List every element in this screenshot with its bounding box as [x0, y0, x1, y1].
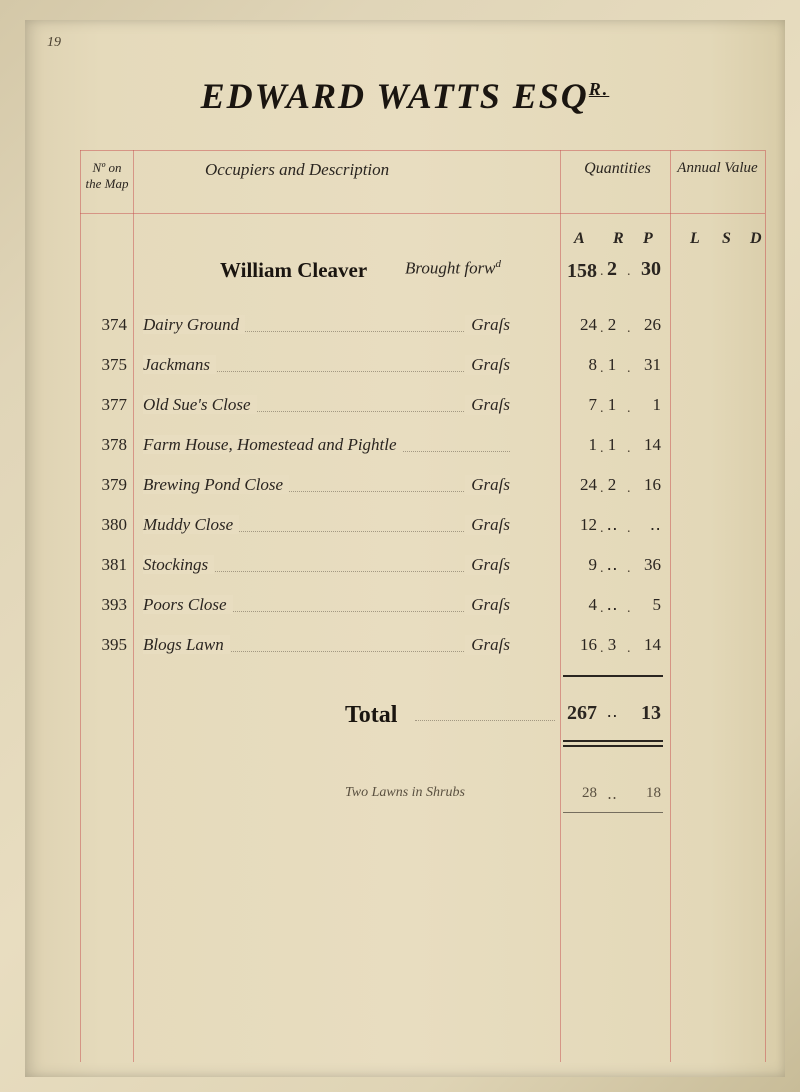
sum-rule — [563, 675, 663, 677]
unit-shillings: S — [722, 230, 731, 248]
qty-acres: 8 — [563, 355, 597, 375]
qty-perches: 16 — [627, 475, 661, 495]
land-type: Graſs — [465, 315, 510, 335]
header-occupiers: Occupiers and Description — [205, 160, 389, 180]
qty-perches: ‥ — [627, 515, 661, 535]
qty-roods: 2 — [602, 315, 622, 335]
table-row: 393Poors CloseGraſs4.‥.5 — [25, 595, 785, 635]
ledger-page: 19 EDWARD WATTS ESQR. Nº on the Map Occu… — [25, 20, 785, 1077]
unit-pounds: L — [690, 230, 700, 248]
total-perches: 13 — [627, 702, 661, 725]
header-annual-value: Annual Value — [675, 160, 760, 177]
total-label: Total — [345, 702, 397, 729]
total-roods: ‥ — [602, 702, 622, 722]
description: Dairy Ground — [143, 315, 245, 335]
brought-forward-sup: d — [496, 258, 502, 270]
description: Old Sue's Close — [143, 395, 257, 415]
qty-perches: 31 — [627, 355, 661, 375]
qty-perches: 36 — [627, 555, 661, 575]
description: Muddy Close — [143, 515, 239, 535]
page-number: 19 — [47, 35, 61, 51]
unit-acres: A — [574, 230, 585, 248]
qty-acres: 7 — [563, 395, 597, 415]
brought-forward-text: Brought forw — [405, 259, 496, 278]
qty-roods: 1 — [602, 355, 622, 375]
unit-perches: P — [643, 230, 653, 248]
page-title: EDWARD WATTS ESQR. — [25, 75, 785, 117]
table-row: 380Muddy CloseGraſs12.‥.‥ — [25, 515, 785, 555]
qty-roods: ‥ — [602, 555, 622, 575]
qty-perches: 14 — [627, 635, 661, 655]
bf-acres: 158 — [563, 260, 597, 283]
land-type: Graſs — [465, 355, 510, 375]
table-row: 381StockingsGraſs9.‥.36 — [25, 555, 785, 595]
table-row: 374Dairy GroundGraſs24.2.26 — [25, 315, 785, 355]
qty-acres: 12 — [563, 515, 597, 535]
header-map-number: Nº on the Map — [83, 160, 131, 191]
land-type: Graſs — [465, 635, 510, 655]
description: Stockings — [143, 555, 214, 575]
map-number: 395 — [87, 635, 127, 655]
land-type: Graſs — [465, 555, 510, 575]
double-rule — [563, 740, 663, 742]
qty-roods: 1 — [602, 435, 622, 455]
land-type: Graſs — [465, 395, 510, 415]
double-rule — [563, 745, 663, 747]
qty-acres: 1 — [563, 435, 597, 455]
unit-roods: R — [613, 230, 624, 248]
description: Jackmans — [143, 355, 216, 375]
map-number: 393 — [87, 595, 127, 615]
land-type: Graſs — [465, 475, 510, 495]
brought-forward-label: Brought forwd — [405, 258, 501, 279]
map-number: 379 — [87, 475, 127, 495]
note-text: Two Lawns in Shrubs — [345, 785, 465, 801]
rule-horizontal — [80, 150, 765, 151]
map-number: 374 — [87, 315, 127, 335]
note-rule — [563, 812, 663, 813]
title-superscript: R. — [589, 79, 610, 99]
qty-perches: 5 — [627, 595, 661, 615]
table-row: 395Blogs LawnGraſs16.3.14 — [25, 635, 785, 675]
map-number: 375 — [87, 355, 127, 375]
unit-pence: D — [750, 230, 762, 248]
qty-perches: 26 — [627, 315, 661, 335]
qty-roods: 1 — [602, 395, 622, 415]
description: Blogs Lawn — [143, 635, 230, 655]
land-type: Graſs — [465, 595, 510, 615]
qty-acres: 24 — [563, 475, 597, 495]
description: Poors Close — [143, 595, 233, 615]
bf-roods: 2 — [602, 258, 622, 281]
note-roods: ‥ — [602, 785, 622, 804]
qty-roods: ‥ — [602, 595, 622, 615]
header-quantities: Quantities — [570, 160, 665, 178]
qty-roods: 2 — [602, 475, 622, 495]
map-number: 380 — [87, 515, 127, 535]
table-row: 379Brewing Pond CloseGraſs24.2.16 — [25, 475, 785, 515]
title-main: EDWARD WATTS ESQ — [201, 76, 589, 116]
qty-acres: 16 — [563, 635, 597, 655]
qty-perches: 14 — [627, 435, 661, 455]
description: Farm House, Homestead and Pightle — [143, 435, 403, 455]
total-acres: 267 — [563, 702, 597, 725]
bf-perches: 30 — [627, 258, 661, 281]
table-row: 378Farm House, Homestead and Pightle1.1.… — [25, 435, 785, 475]
table-row: 377Old Sue's CloseGraſs7.1.1 — [25, 395, 785, 435]
qty-roods: 3 — [602, 635, 622, 655]
note-perches: 18 — [627, 785, 661, 802]
table-row: 375JackmansGraſs8.1.31 — [25, 355, 785, 395]
occupier-name: William Cleaver — [220, 258, 367, 283]
land-type: Graſs — [465, 515, 510, 535]
map-number: 378 — [87, 435, 127, 455]
qty-perches: 1 — [627, 395, 661, 415]
description: Brewing Pond Close — [143, 475, 289, 495]
rule-horizontal — [80, 213, 765, 214]
qty-acres: 24 — [563, 315, 597, 335]
note-acres: 28 — [563, 785, 597, 802]
map-number: 377 — [87, 395, 127, 415]
map-number: 381 — [87, 555, 127, 575]
total-dots — [415, 720, 555, 721]
qty-acres: 4 — [563, 595, 597, 615]
qty-acres: 9 — [563, 555, 597, 575]
qty-roods: ‥ — [602, 515, 622, 535]
